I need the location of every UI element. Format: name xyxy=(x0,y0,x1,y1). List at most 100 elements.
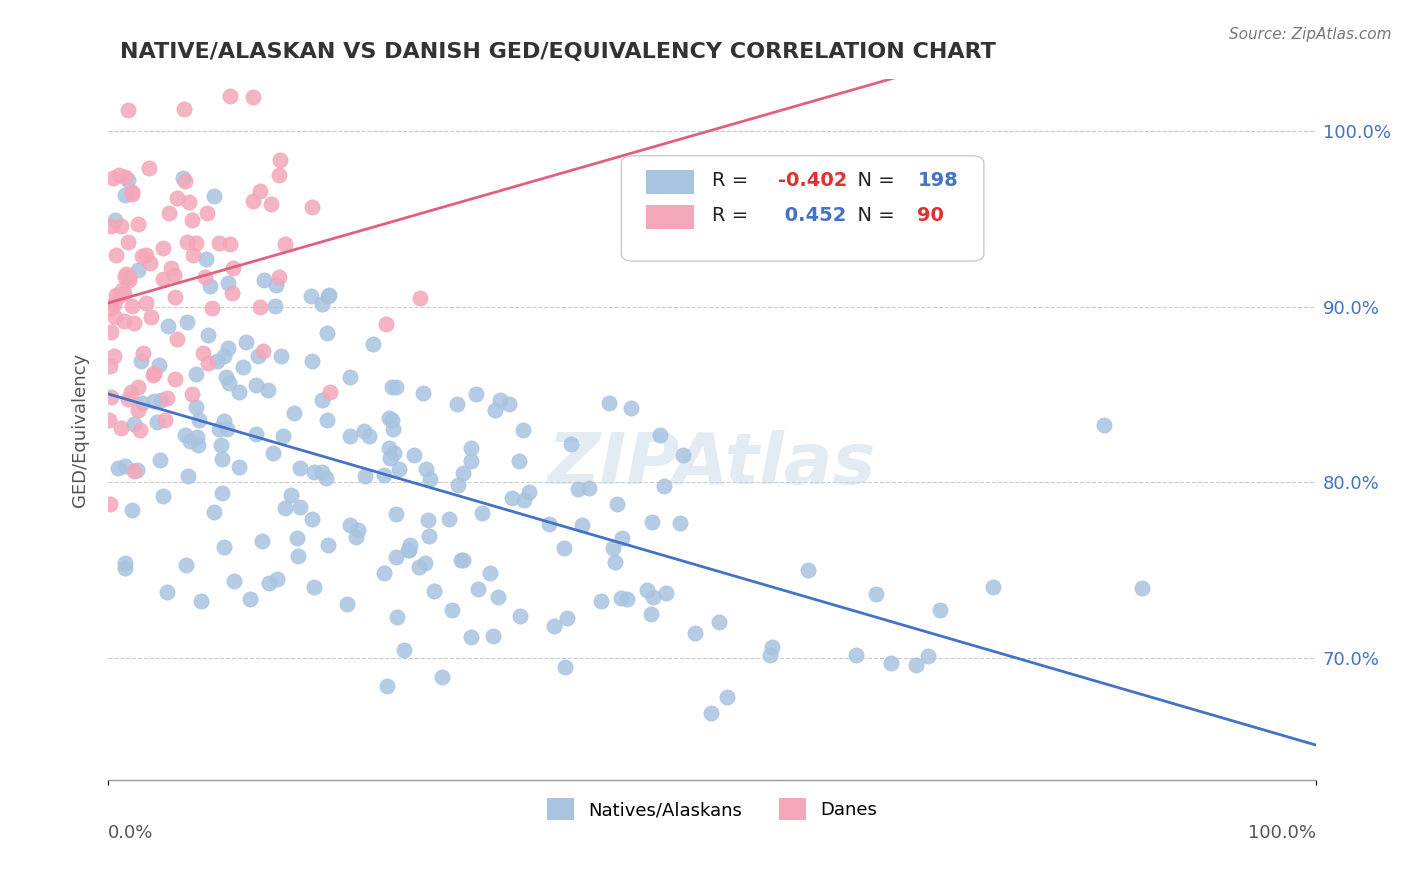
Point xyxy=(197,356,219,370)
Point xyxy=(117,103,139,117)
Point xyxy=(212,350,235,364)
Point xyxy=(446,396,468,410)
Point xyxy=(114,187,136,202)
Point xyxy=(179,434,201,448)
Point xyxy=(195,205,218,219)
Point xyxy=(186,430,208,444)
Point xyxy=(105,288,128,302)
Point xyxy=(201,301,224,315)
Point xyxy=(385,610,408,624)
Point xyxy=(917,649,939,664)
Point xyxy=(543,618,565,632)
Point xyxy=(508,453,530,467)
Point xyxy=(103,349,125,363)
Point xyxy=(114,556,136,570)
Point xyxy=(122,417,145,431)
Point xyxy=(160,260,183,275)
Point xyxy=(283,406,305,420)
Point xyxy=(101,171,124,186)
Point xyxy=(125,463,148,477)
Point xyxy=(110,283,132,297)
Point xyxy=(138,161,160,176)
Point xyxy=(198,279,221,293)
Point xyxy=(228,460,250,475)
Point xyxy=(288,500,311,514)
Point xyxy=(273,500,295,515)
Point xyxy=(287,549,309,563)
Point xyxy=(315,471,337,485)
Point xyxy=(118,273,141,287)
Point xyxy=(904,658,927,673)
Point xyxy=(418,529,440,543)
Point xyxy=(212,414,235,428)
Point xyxy=(135,248,157,262)
Point xyxy=(301,512,323,526)
Point xyxy=(165,372,187,386)
Point xyxy=(439,512,461,526)
Point xyxy=(381,422,404,436)
Point xyxy=(191,346,214,360)
Point xyxy=(422,584,444,599)
Point xyxy=(450,553,472,567)
Point xyxy=(553,541,575,556)
Point xyxy=(399,538,422,552)
Point xyxy=(114,459,136,474)
Point xyxy=(655,586,678,600)
Point xyxy=(115,267,138,281)
Point xyxy=(165,290,187,304)
Text: R =: R = xyxy=(711,206,755,225)
Point xyxy=(108,168,131,182)
Point xyxy=(440,603,463,617)
Point xyxy=(104,310,127,324)
Point xyxy=(465,386,488,401)
Point xyxy=(758,648,780,663)
Point xyxy=(264,299,287,313)
Point xyxy=(301,354,323,368)
Point xyxy=(481,629,503,643)
Legend: Natives/Alaskans, Danes: Natives/Alaskans, Danes xyxy=(540,791,884,828)
Point xyxy=(217,342,239,356)
Point xyxy=(602,541,624,555)
Point xyxy=(381,413,404,427)
Point xyxy=(127,380,149,394)
Text: R =: R = xyxy=(711,171,755,190)
Point xyxy=(100,390,122,404)
Point xyxy=(380,451,402,466)
Text: 198: 198 xyxy=(917,171,957,190)
Point xyxy=(610,591,633,606)
Text: -0.402: -0.402 xyxy=(779,171,848,190)
Point xyxy=(232,359,254,374)
Point xyxy=(385,379,408,393)
Point xyxy=(118,269,141,284)
Point xyxy=(402,448,425,462)
Point xyxy=(509,609,531,624)
Point xyxy=(266,278,288,293)
Point xyxy=(700,706,723,720)
Point xyxy=(1130,582,1153,596)
Point xyxy=(253,273,276,287)
Text: ZIPAtlas: ZIPAtlas xyxy=(548,430,876,500)
Point xyxy=(114,270,136,285)
Text: 0.452: 0.452 xyxy=(779,206,846,225)
Point xyxy=(219,237,242,252)
Point xyxy=(344,530,367,544)
Point xyxy=(121,503,143,517)
Point xyxy=(249,184,271,198)
Point xyxy=(252,344,274,359)
Point xyxy=(152,241,174,255)
Point xyxy=(131,396,153,410)
Point xyxy=(797,563,820,577)
Point xyxy=(173,102,195,116)
Point xyxy=(114,561,136,575)
Point xyxy=(451,553,474,567)
Point xyxy=(141,310,163,324)
Point xyxy=(302,466,325,480)
Point xyxy=(166,332,188,346)
Point xyxy=(311,297,333,311)
Point xyxy=(104,212,127,227)
Point xyxy=(316,289,339,303)
Point xyxy=(381,380,404,394)
Point xyxy=(761,640,783,654)
Point xyxy=(104,247,127,261)
Text: 0.0%: 0.0% xyxy=(108,824,153,842)
